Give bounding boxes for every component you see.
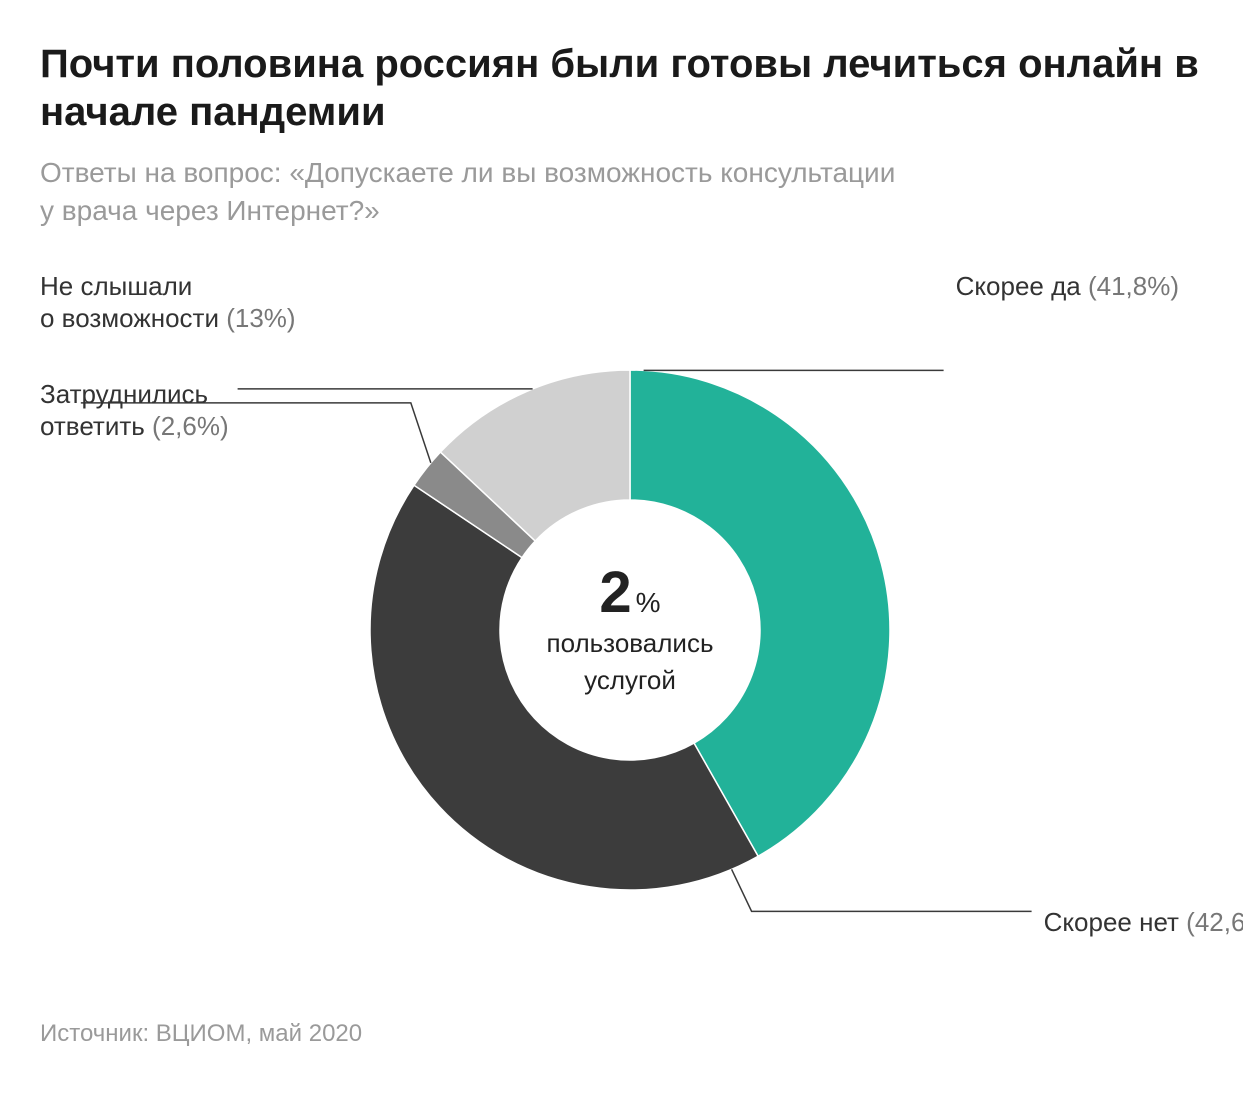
center-unit: % [636, 586, 661, 618]
chart-title: Почти половина россиян были готовы лечит… [40, 40, 1203, 136]
donut-chart: Скорее да (41,8%)Скорее нет (42,6%)Затру… [40, 260, 1203, 980]
center-sub-2: услугой [547, 665, 714, 696]
label-no: Скорее нет (42,6%) [1044, 906, 1243, 939]
label-dk: Затруднилисьответить (2,6%) [40, 378, 229, 443]
center-sub-1: пользовались [547, 627, 714, 658]
leader-no [732, 869, 1032, 911]
subtitle-line-2: у врача через Интернет?» [40, 195, 380, 226]
center-number: 2 [599, 563, 631, 621]
label-yes: Скорее да (41,8%) [956, 270, 1179, 303]
label-notheard: Не слышалио возможности (13%) [40, 270, 296, 335]
subtitle-line-1: Ответы на вопрос: «Допускаете ли вы возм… [40, 157, 895, 188]
chart-subtitle: Ответы на вопрос: «Допускаете ли вы возм… [40, 154, 1203, 230]
chart-source: Источник: ВЦИОМ, май 2020 [40, 1020, 1203, 1048]
donut-center-label: 2% пользовались услугой [547, 563, 714, 695]
